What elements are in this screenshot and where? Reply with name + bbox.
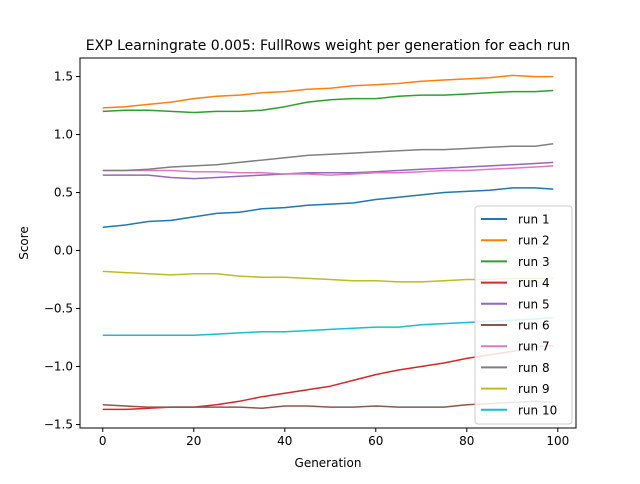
legend-label: run 7 (518, 340, 550, 354)
x-tick-label: 40 (277, 434, 292, 448)
legend-label: run 9 (518, 382, 550, 396)
legend-label: run 2 (518, 234, 550, 248)
x-tick-label: 80 (459, 434, 474, 448)
y-tick-label: −0.5 (44, 302, 73, 316)
x-axis-label: Generation (295, 456, 362, 470)
y-tick-label: 1.5 (54, 70, 73, 84)
y-tick-label: −1.0 (44, 360, 73, 374)
x-tick-label: 100 (546, 434, 569, 448)
legend-label: run 6 (518, 319, 550, 333)
legend-label: run 4 (518, 276, 550, 290)
legend-label: run 5 (518, 297, 550, 311)
y-tick-label: 1.0 (54, 128, 73, 142)
chart-title: EXP Learningrate 0.005: FullRows weight … (86, 38, 570, 54)
plot-frame (79, 57, 577, 429)
series-line-run-2 (102, 74, 554, 109)
x-tick-label: 60 (368, 434, 383, 448)
y-tick-label: 0.5 (54, 186, 73, 200)
tick-layer: 0 20 40 60 80 100 −1.5 −1.0 −0.5 0.0 0.5 1.0 1.5 (44, 70, 569, 448)
legend-label: run 10 (518, 403, 557, 417)
series-line-run-3 (102, 89, 554, 114)
series-line-run-7 (102, 165, 554, 176)
legend: run 1 run 2 run 3 run 4 run 5 run 6 run 7 run 8… (474, 205, 573, 425)
y-tick-label: −1.5 (44, 418, 73, 432)
series-line-run-8 (102, 143, 554, 172)
series-line-run-5 (102, 161, 554, 180)
y-tick-label: 0.0 (54, 244, 73, 258)
legend-label: run 1 (518, 213, 550, 227)
legend-label: run 3 (518, 255, 550, 269)
series-line-run-1 (102, 187, 554, 229)
x-tick-label: 0 (99, 434, 107, 448)
legend-label: run 8 (518, 361, 550, 375)
y-axis-label: Score (17, 226, 31, 260)
x-tick-label: 20 (186, 434, 201, 448)
